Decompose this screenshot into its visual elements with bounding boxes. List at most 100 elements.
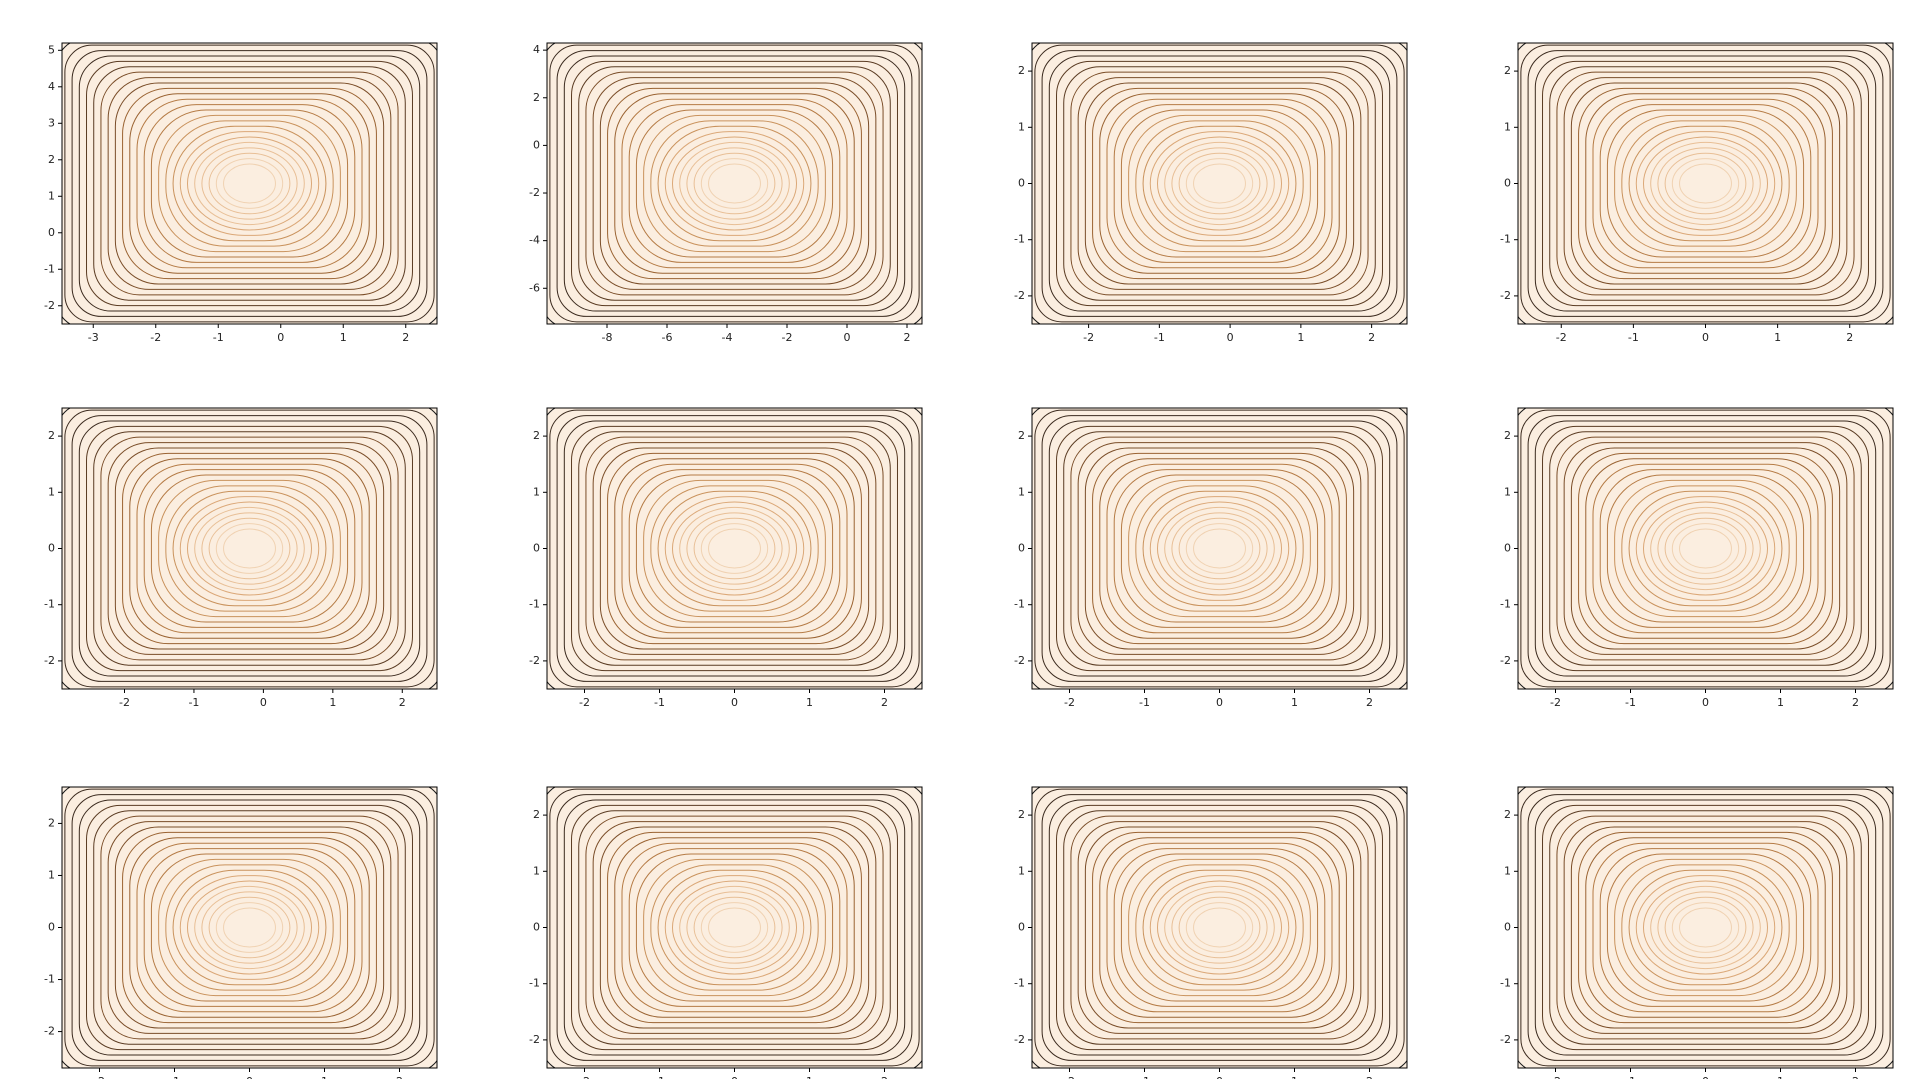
contour-line — [563, 799, 906, 1056]
x-tick-label: 1 — [329, 696, 336, 709]
contour-line — [700, 902, 769, 953]
contour-line — [1679, 163, 1732, 204]
contour-line — [693, 152, 776, 215]
contour-line — [571, 60, 898, 307]
contour-line — [650, 864, 819, 991]
contour-line — [1084, 82, 1355, 285]
x-tick-label: -1 — [654, 1075, 665, 1079]
contour-line — [1048, 55, 1391, 312]
contour-line — [86, 60, 413, 307]
contour-line — [71, 415, 428, 682]
contour-line — [186, 501, 313, 596]
contour-line — [1657, 147, 1754, 220]
contour-line — [1156, 501, 1283, 596]
x-tick-label: 2 — [904, 331, 911, 344]
subplot: -8 -6 -4 -2 0 2 -6 -4 -2 0 2 4 — [529, 42, 923, 344]
contour-background — [1032, 408, 1407, 689]
contour-line — [643, 479, 826, 618]
contour-line — [1642, 880, 1769, 975]
y-tick-label: -1 — [529, 598, 540, 611]
x-tick-label: 0 — [844, 331, 851, 344]
contour-line — [194, 885, 305, 970]
contour-line — [1614, 858, 1797, 997]
contour-line — [549, 409, 920, 688]
contour-field — [1518, 787, 1893, 1068]
contour-line — [114, 826, 385, 1029]
y-tick-label: 1 — [533, 864, 540, 877]
contour-line — [635, 853, 834, 1002]
contour-line — [1099, 458, 1340, 639]
x-tick-label: 2 — [399, 696, 406, 709]
subplot: -2 -1 0 1 2 -2 -1 0 1 2 — [1500, 407, 1894, 709]
contour-line — [179, 131, 320, 236]
contour-line — [1628, 125, 1783, 242]
y-tick-label: 2 — [48, 816, 55, 829]
contour-line — [1135, 864, 1304, 991]
contour-line — [215, 523, 284, 574]
contour-line — [143, 469, 356, 628]
contour-line — [186, 136, 313, 231]
contour-line — [628, 104, 841, 263]
subplot: -2 -1 0 1 2 -2 -1 0 1 2 — [1014, 42, 1408, 344]
contour-line — [107, 77, 392, 290]
contour-line — [158, 114, 341, 253]
contour-line — [1193, 163, 1246, 204]
x-tick-label: 2 — [1852, 1075, 1859, 1079]
x-tick-label: 1 — [321, 1075, 328, 1079]
contour-field — [62, 787, 437, 1068]
contour-line — [578, 431, 891, 666]
y-tick-label: -2 — [44, 299, 55, 312]
x-tick-label: 2 — [1852, 696, 1859, 709]
x-tick-label: -1 — [654, 696, 665, 709]
x-tick-label: -1 — [1154, 331, 1165, 344]
contour-line — [136, 98, 363, 269]
contour-line — [93, 810, 406, 1045]
contour-line — [1585, 458, 1826, 639]
contour-line — [1635, 875, 1776, 980]
contour-line — [1156, 880, 1283, 975]
x-tick-label: 2 — [881, 696, 888, 709]
x-tick-label: -8 — [602, 331, 613, 344]
contour-line — [1563, 821, 1848, 1034]
contour-line — [1084, 826, 1355, 1029]
contour-line — [1106, 842, 1333, 1013]
y-tick-label: 1 — [1504, 864, 1511, 877]
contour-field — [1032, 43, 1407, 324]
x-tick-label: 0 — [731, 1075, 738, 1079]
x-tick-label: 2 — [402, 331, 409, 344]
y-tick-label: -1 — [44, 598, 55, 611]
y-tick-label: 2 — [1018, 808, 1025, 821]
contour-line — [1520, 409, 1891, 688]
contour-line — [549, 788, 920, 1067]
contour-line — [1056, 60, 1383, 307]
contour-line — [686, 512, 783, 585]
contour-background — [547, 43, 922, 324]
y-tick-label: 3 — [48, 116, 55, 129]
contour-line — [1063, 810, 1376, 1045]
y-tick-label: -2 — [529, 186, 540, 199]
contour-line — [165, 485, 334, 612]
contour-line — [71, 794, 428, 1061]
x-tick-label: -1 — [188, 696, 199, 709]
contour-line — [1606, 474, 1805, 623]
contour-line — [1164, 506, 1275, 591]
contour-line — [592, 77, 877, 290]
contour-line — [208, 517, 291, 580]
contour-line — [1592, 98, 1819, 269]
contour-background — [1518, 43, 1893, 324]
contour-line — [1614, 114, 1797, 253]
contour-line — [628, 848, 841, 1007]
contour-line — [1135, 120, 1304, 247]
contour-line — [122, 87, 377, 280]
contour-line — [1549, 431, 1862, 666]
contour-line — [1178, 896, 1261, 959]
contour-line — [1556, 436, 1855, 661]
contour-line — [179, 496, 320, 601]
y-tick-label: 2 — [1018, 429, 1025, 442]
contour-line — [215, 902, 284, 953]
contour-line — [100, 71, 399, 296]
contour-line — [1171, 147, 1268, 220]
contour-line — [1635, 131, 1776, 236]
contour-line — [1563, 442, 1848, 655]
contour-line — [1578, 831, 1833, 1024]
